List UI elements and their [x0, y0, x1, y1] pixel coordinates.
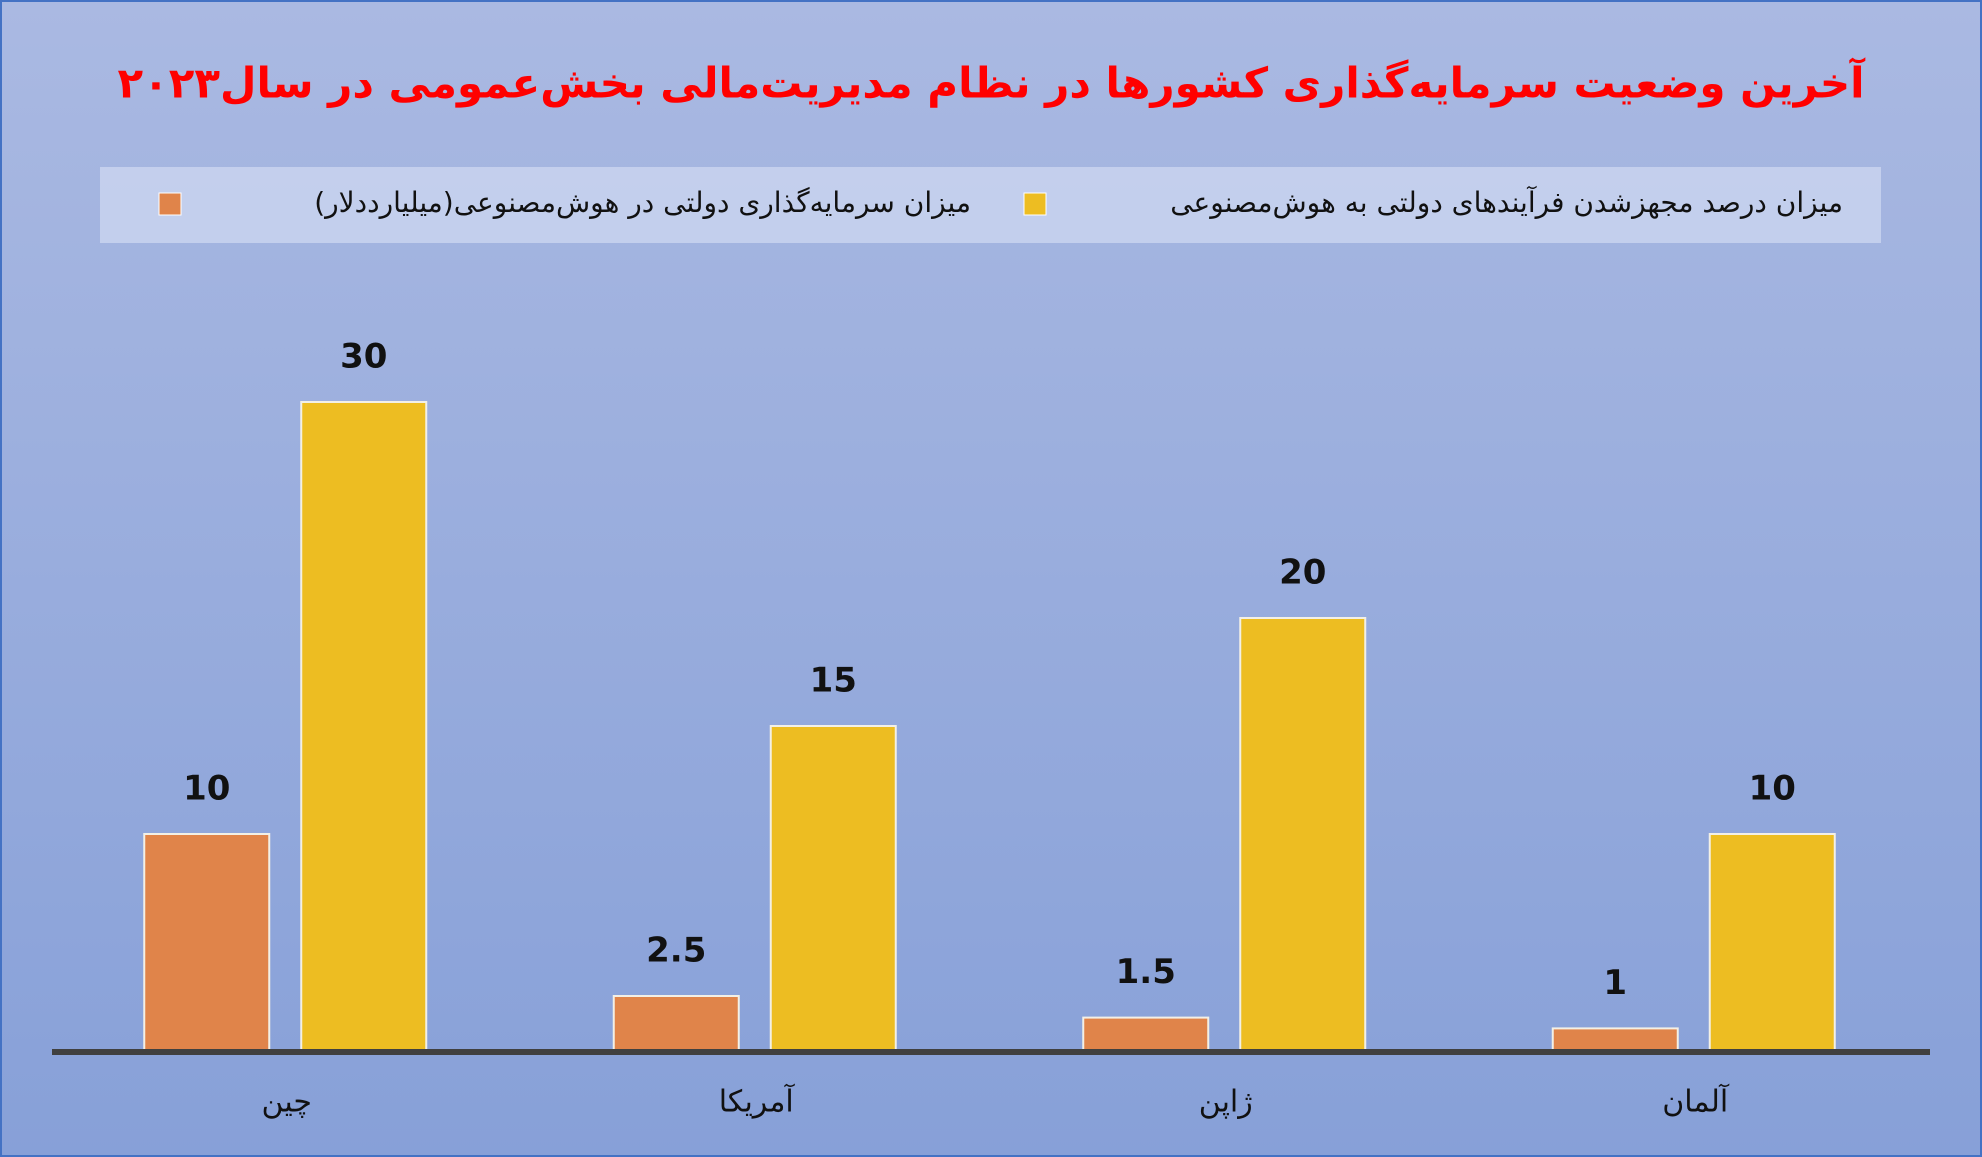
legend-label: میزان سرمایه‌گذاری دولتی در هوش‌مصنوعی(م…: [314, 186, 971, 219]
chart-title: آخرین وضعیت سرمایه‌گذاری کشورها در نظام …: [117, 58, 1866, 109]
data-label: 15: [810, 661, 857, 701]
data-label: 10: [183, 769, 230, 809]
bar: [1708, 833, 1836, 1051]
data-label: 1.5: [1116, 952, 1176, 992]
x-tick-label: آمریکا: [719, 1084, 796, 1120]
x-tick-label: آلمان: [1662, 1084, 1730, 1120]
bar: [300, 401, 428, 1051]
data-label: 2.5: [646, 931, 706, 971]
bar: [1082, 1016, 1210, 1051]
bar: [143, 833, 271, 1051]
x-tick-label: ژاپن: [1199, 1085, 1253, 1120]
legend-label: میزان درصد مجهزشدن فرآیندهای دولتی به هو…: [1170, 186, 1843, 219]
bar: [769, 725, 897, 1051]
x-tick-label: چین: [262, 1085, 312, 1120]
data-label: 1: [1603, 963, 1627, 1003]
data-label: 20: [1279, 553, 1326, 593]
legend-swatch: [1023, 192, 1047, 216]
data-label: 30: [340, 337, 387, 377]
legend-box: [100, 167, 1881, 243]
bar: [1551, 1027, 1679, 1052]
legend-swatch: [158, 192, 182, 216]
bar: [612, 995, 740, 1051]
bar: [1239, 617, 1367, 1051]
data-label: 10: [1749, 769, 1796, 809]
